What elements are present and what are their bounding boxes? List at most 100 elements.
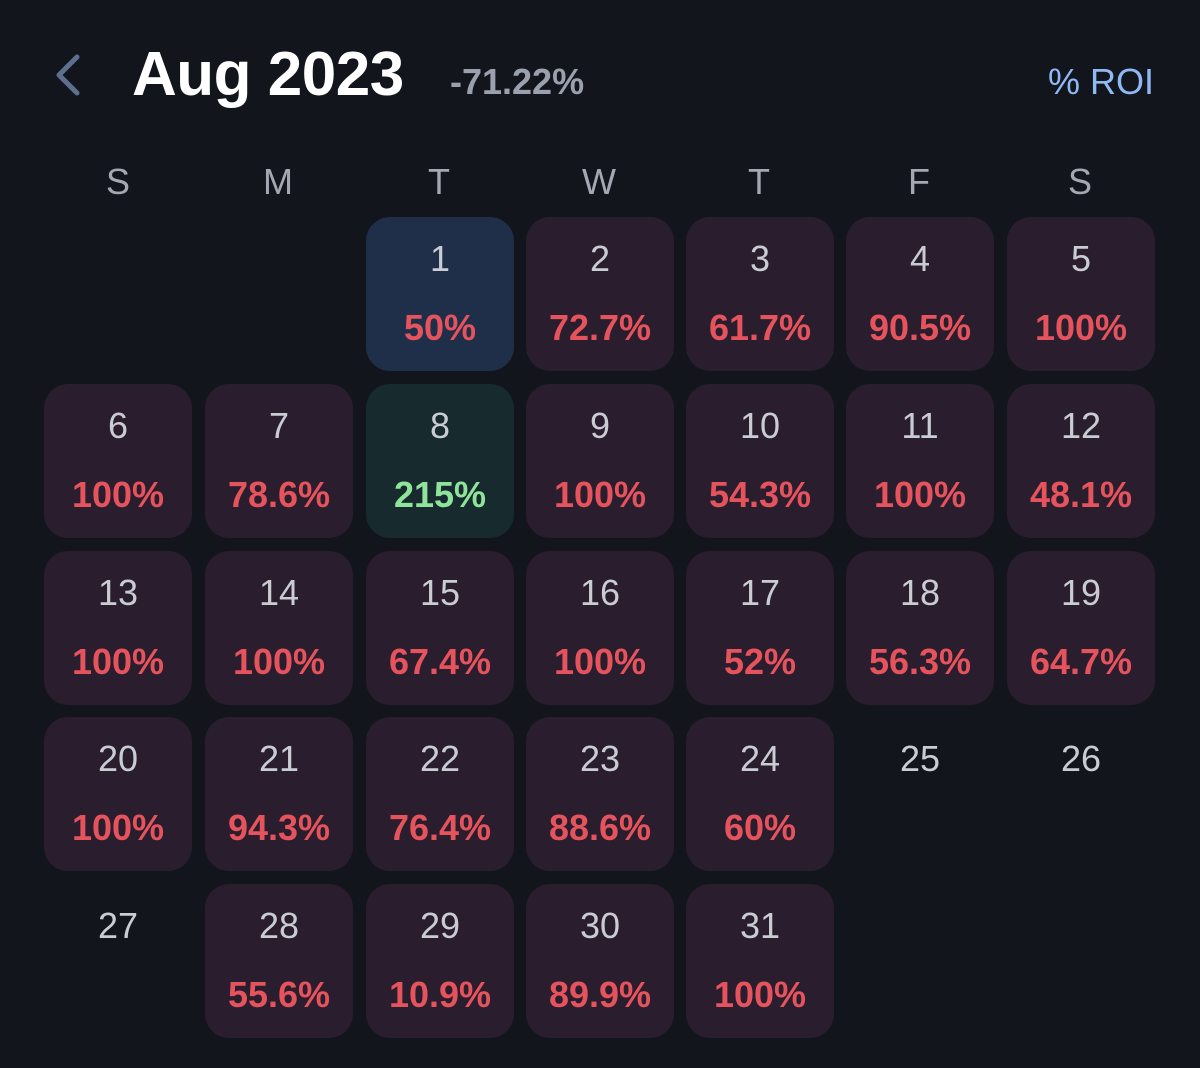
day-cell[interactable]: 2 72.7% (526, 217, 674, 371)
day-roi-value: 48.1% (1029, 474, 1133, 515)
month-title: Aug 2023 (132, 40, 404, 109)
day-cell[interactable]: 14 100% (205, 551, 353, 705)
day-number: 7 (268, 405, 290, 446)
day-cell[interactable]: 25 (846, 717, 994, 871)
day-number: 6 (107, 405, 129, 446)
day-number: 11 (901, 405, 939, 446)
day-number: 30 (579, 905, 621, 946)
day-cell[interactable]: 27 (44, 884, 192, 1038)
day-roi-value: 100% (713, 974, 807, 1015)
day-number: 9 (589, 405, 611, 446)
day-cell[interactable]: 30 89.9% (526, 884, 674, 1038)
day-roi-value: 215% (393, 474, 487, 515)
day-number: 17 (739, 572, 781, 613)
day-cell[interactable]: 5 100% (1007, 217, 1155, 371)
day-number: 2 (589, 238, 611, 279)
day-roi-value: 100% (553, 641, 647, 682)
day-number: 10 (739, 405, 781, 446)
previous-month-button[interactable] (40, 42, 96, 108)
day-number: 23 (579, 738, 621, 779)
day-cell[interactable]: 22 76.4% (366, 717, 514, 871)
day-roi-value: 89.9% (548, 974, 652, 1015)
day-roi-value: 100% (71, 807, 165, 848)
weekday-mon: M (263, 161, 293, 202)
day-number: 3 (749, 238, 771, 279)
day-cell[interactable]: 18 56.3% (846, 551, 994, 705)
day-cell[interactable]: 10 54.3% (686, 384, 834, 538)
day-cell[interactable]: 15 67.4% (366, 551, 514, 705)
day-cell[interactable]: 11 100% (846, 384, 994, 538)
day-cell[interactable]: 31 100% (686, 884, 834, 1038)
month-roi-total: -71.22% (450, 61, 585, 102)
day-number: 20 (97, 738, 139, 779)
day-roi-value: 100% (71, 474, 165, 515)
day-number: 19 (1060, 572, 1102, 613)
day-cell[interactable]: 13 100% (44, 551, 192, 705)
day-roi-value: 50% (403, 307, 477, 348)
day-number: 1 (429, 238, 451, 279)
day-roi-value: 54.3% (708, 474, 812, 515)
weekday-sat: S (1067, 161, 1092, 202)
day-cell[interactable]: 3 61.7% (686, 217, 834, 371)
day-number: 27 (97, 905, 139, 946)
day-number: 16 (579, 572, 621, 613)
day-number: 18 (899, 572, 941, 613)
day-number: 21 (258, 738, 300, 779)
day-cell[interactable]: 1 50% (366, 217, 514, 371)
day-roi-value: 100% (71, 641, 165, 682)
day-number: 8 (429, 405, 451, 446)
day-cell[interactable]: 29 10.9% (366, 884, 514, 1038)
day-cell[interactable]: 6 100% (44, 384, 192, 538)
day-cell[interactable]: 7 78.6% (205, 384, 353, 538)
day-roi-value: 100% (1034, 307, 1128, 348)
day-roi-value: 94.3% (227, 807, 331, 848)
day-roi-value: 52% (723, 641, 797, 682)
day-cell[interactable]: 23 88.6% (526, 717, 674, 871)
day-cell[interactable]: 8 215% (366, 384, 514, 538)
day-cell[interactable]: 16 100% (526, 551, 674, 705)
chevron-left-icon (53, 53, 83, 97)
day-number: 24 (739, 738, 781, 779)
day-cell[interactable]: 26 (1007, 717, 1155, 871)
day-number: 22 (419, 738, 461, 779)
calendar-header: Aug 2023 -71.22% % ROI (0, 30, 1200, 120)
day-number: 13 (97, 572, 139, 613)
day-number: 4 (909, 238, 931, 279)
weekday-thu: T (748, 161, 770, 202)
weekday-sun: S (105, 161, 130, 202)
day-roi-value: 78.6% (227, 474, 331, 515)
day-cell[interactable]: 24 60% (686, 717, 834, 871)
day-cell[interactable]: 4 90.5% (846, 217, 994, 371)
day-roi-value: 61.7% (708, 307, 812, 348)
day-cell[interactable]: 17 52% (686, 551, 834, 705)
day-number: 28 (258, 905, 300, 946)
day-cell[interactable]: 28 55.6% (205, 884, 353, 1038)
day-roi-value: 90.5% (868, 307, 972, 348)
day-number: 15 (419, 572, 461, 613)
day-cell[interactable]: 12 48.1% (1007, 384, 1155, 538)
weekday-wed: W (582, 161, 616, 202)
day-number: 5 (1070, 238, 1092, 279)
day-cell[interactable]: 9 100% (526, 384, 674, 538)
day-roi-value: 64.7% (1029, 641, 1133, 682)
day-roi-value: 100% (553, 474, 647, 515)
weekday-fri: F (908, 161, 930, 202)
day-roi-value: 56.3% (868, 641, 972, 682)
day-number: 29 (419, 905, 461, 946)
weekday-tue: T (428, 161, 450, 202)
day-cell[interactable]: 20 100% (44, 717, 192, 871)
day-roi-value: 100% (873, 474, 967, 515)
day-roi-value: 10.9% (388, 974, 492, 1015)
weekday-header-row: S M T W T F S (38, 158, 1162, 206)
day-cell[interactable]: 19 64.7% (1007, 551, 1155, 705)
day-number: 25 (899, 738, 941, 779)
day-roi-value: 67.4% (388, 641, 492, 682)
day-roi-value: 88.6% (548, 807, 652, 848)
day-roi-value: 76.4% (388, 807, 492, 848)
day-roi-value: 72.7% (548, 307, 652, 348)
day-cell[interactable]: 21 94.3% (205, 717, 353, 871)
day-roi-value: 60% (723, 807, 797, 848)
day-number: 14 (258, 572, 300, 613)
roi-metric-toggle[interactable]: % ROI (1047, 61, 1154, 102)
